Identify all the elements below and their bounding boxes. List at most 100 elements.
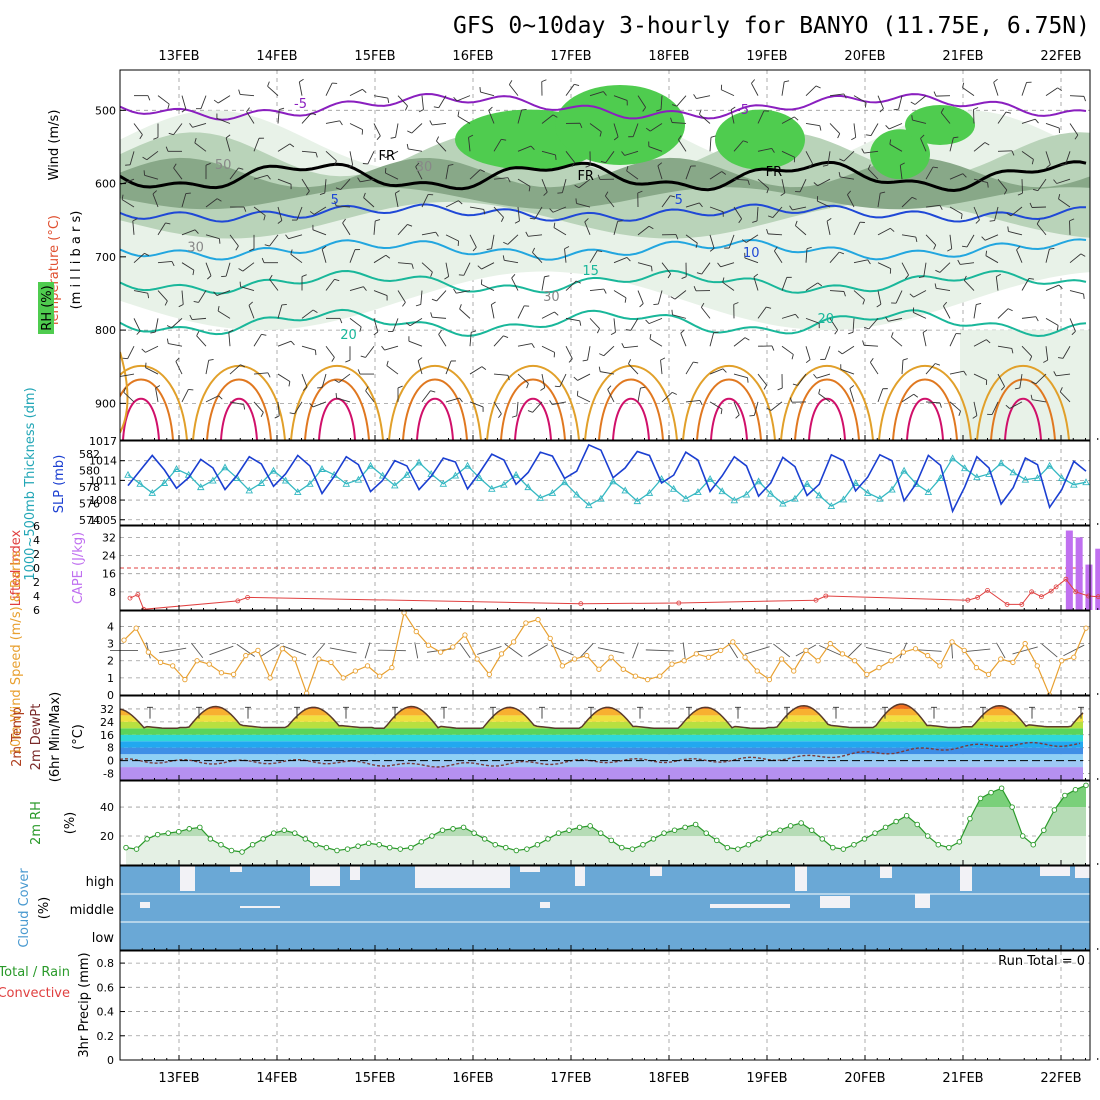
wind-barb — [385, 150, 399, 159]
wind-barb — [925, 204, 940, 208]
bottom-date-label: 17FEB — [550, 1071, 591, 1086]
wind-barb — [155, 388, 159, 402]
wind-barb-flag — [889, 139, 892, 145]
wind-barb-flag — [943, 301, 948, 307]
wind-barb-flag — [613, 136, 619, 141]
wind-barb — [721, 89, 735, 97]
temp-tick-label: -8 — [103, 768, 114, 781]
wind-barb — [877, 227, 891, 236]
bottom-date-label: 13FEB — [158, 1071, 199, 1086]
wind-barb-flag — [387, 97, 390, 104]
wind-barb — [637, 225, 650, 236]
wind-barb — [672, 314, 687, 319]
wind-barb — [991, 401, 999, 415]
wind-barb — [269, 279, 279, 291]
wind-barb — [901, 360, 904, 375]
wind-barb-flag — [557, 192, 563, 194]
wind-barb — [488, 110, 495, 124]
temp-tick-label: 0 — [107, 755, 114, 768]
wind-barb-flag — [902, 358, 908, 361]
wind-barb-flag — [862, 340, 865, 346]
wind-barb-flag — [544, 275, 550, 278]
wind-barb — [781, 179, 786, 193]
thickness-point — [948, 454, 957, 462]
wind-barb — [173, 167, 183, 180]
thickness-point — [318, 465, 326, 472]
wind-barb-flag — [334, 278, 340, 282]
rh2m-point — [566, 827, 572, 833]
wind-barb — [469, 332, 472, 347]
wind-barb-flag — [713, 331, 719, 334]
wind-barb — [565, 84, 575, 96]
wind-barb-flag — [360, 355, 366, 358]
wind-barb-flag — [621, 151, 625, 156]
contour-label: 20 — [340, 328, 357, 343]
rh2m-point — [946, 844, 952, 851]
wind-barb-flag — [876, 303, 882, 308]
wind-barb-flag — [730, 106, 736, 111]
wind-barb-flag — [935, 269, 941, 273]
surface-wind-barb — [951, 642, 953, 659]
wind-speed-point — [243, 652, 249, 659]
wind-barb-flag — [626, 165, 629, 172]
wind-barb — [493, 401, 502, 415]
surface-wind-barb — [847, 643, 862, 658]
wind-barb — [373, 318, 379, 332]
wind-barb — [576, 202, 591, 208]
wind-barb-flag — [342, 218, 346, 224]
wind-barb — [565, 346, 573, 359]
wind-barb-flag — [747, 377, 749, 383]
wind-barb — [205, 198, 218, 208]
surface-isotherm — [122, 397, 160, 440]
wind-barb — [709, 401, 723, 410]
wind-barb-flag — [960, 213, 963, 220]
wind-barb-flag — [656, 109, 662, 112]
upper-air-contour-labels: -5 -5 FR FR FR 5 5 10 15 20 20 50 30 30 30 — [187, 97, 834, 343]
wind-barb-flag — [207, 275, 212, 280]
surface-isotherm — [304, 378, 370, 440]
rh2m-point — [249, 841, 256, 848]
wind-barb-flag — [915, 236, 918, 243]
wind-barb — [733, 401, 740, 416]
wind-barb-flag — [904, 274, 909, 280]
wind-barb-flag — [573, 376, 578, 381]
wind-barb-flag — [1071, 330, 1076, 336]
wind-barb — [129, 151, 135, 165]
wind-barb — [154, 318, 159, 333]
slp-tick-label: 1011 — [89, 474, 117, 487]
cloud-gap-middle — [240, 906, 280, 908]
wind-barb-flag — [735, 414, 740, 419]
wind-barb — [528, 234, 543, 237]
wind-speed-point — [462, 632, 468, 638]
rh2m-point — [724, 844, 731, 851]
wind-barb-flag — [144, 252, 150, 256]
surface-wind-barb — [209, 645, 234, 656]
wind-barb — [1069, 318, 1076, 332]
wind-barb — [1062, 345, 1071, 359]
wind-speed-point — [608, 654, 614, 660]
wind-barb — [349, 123, 363, 131]
wind-barb-flag — [1007, 226, 1009, 232]
rh2m-point — [851, 841, 857, 848]
wind-barb — [373, 95, 388, 99]
wind-barb-flag — [375, 219, 381, 222]
precip-tick-label: 0.2 — [97, 1030, 115, 1043]
slp-thickness-panel: 582 580 578 576 574 1017 1014 1011 1008 1005 1000… — [23, 387, 1099, 581]
wind-barb-flag — [805, 359, 811, 364]
wind-barb — [325, 345, 335, 358]
wind-speed-point — [961, 647, 967, 654]
cloud-gap-high — [230, 866, 242, 872]
wind-barb — [757, 147, 772, 152]
wind-barb-flag — [939, 205, 943, 210]
wind-barb — [613, 221, 619, 235]
cloud-gap-middle — [710, 904, 790, 908]
wind-barb — [773, 250, 783, 263]
rh2m-point — [882, 824, 889, 831]
rh2m-plot: 40 20 — [100, 780, 1099, 866]
rh2m-point — [281, 827, 287, 833]
wind-barb-flag — [574, 83, 580, 87]
wind-barb — [827, 151, 831, 166]
surface-wind-barb — [312, 642, 326, 658]
rh2m-tick-label: 20 — [100, 830, 114, 843]
wind-barb-flag — [675, 234, 679, 240]
